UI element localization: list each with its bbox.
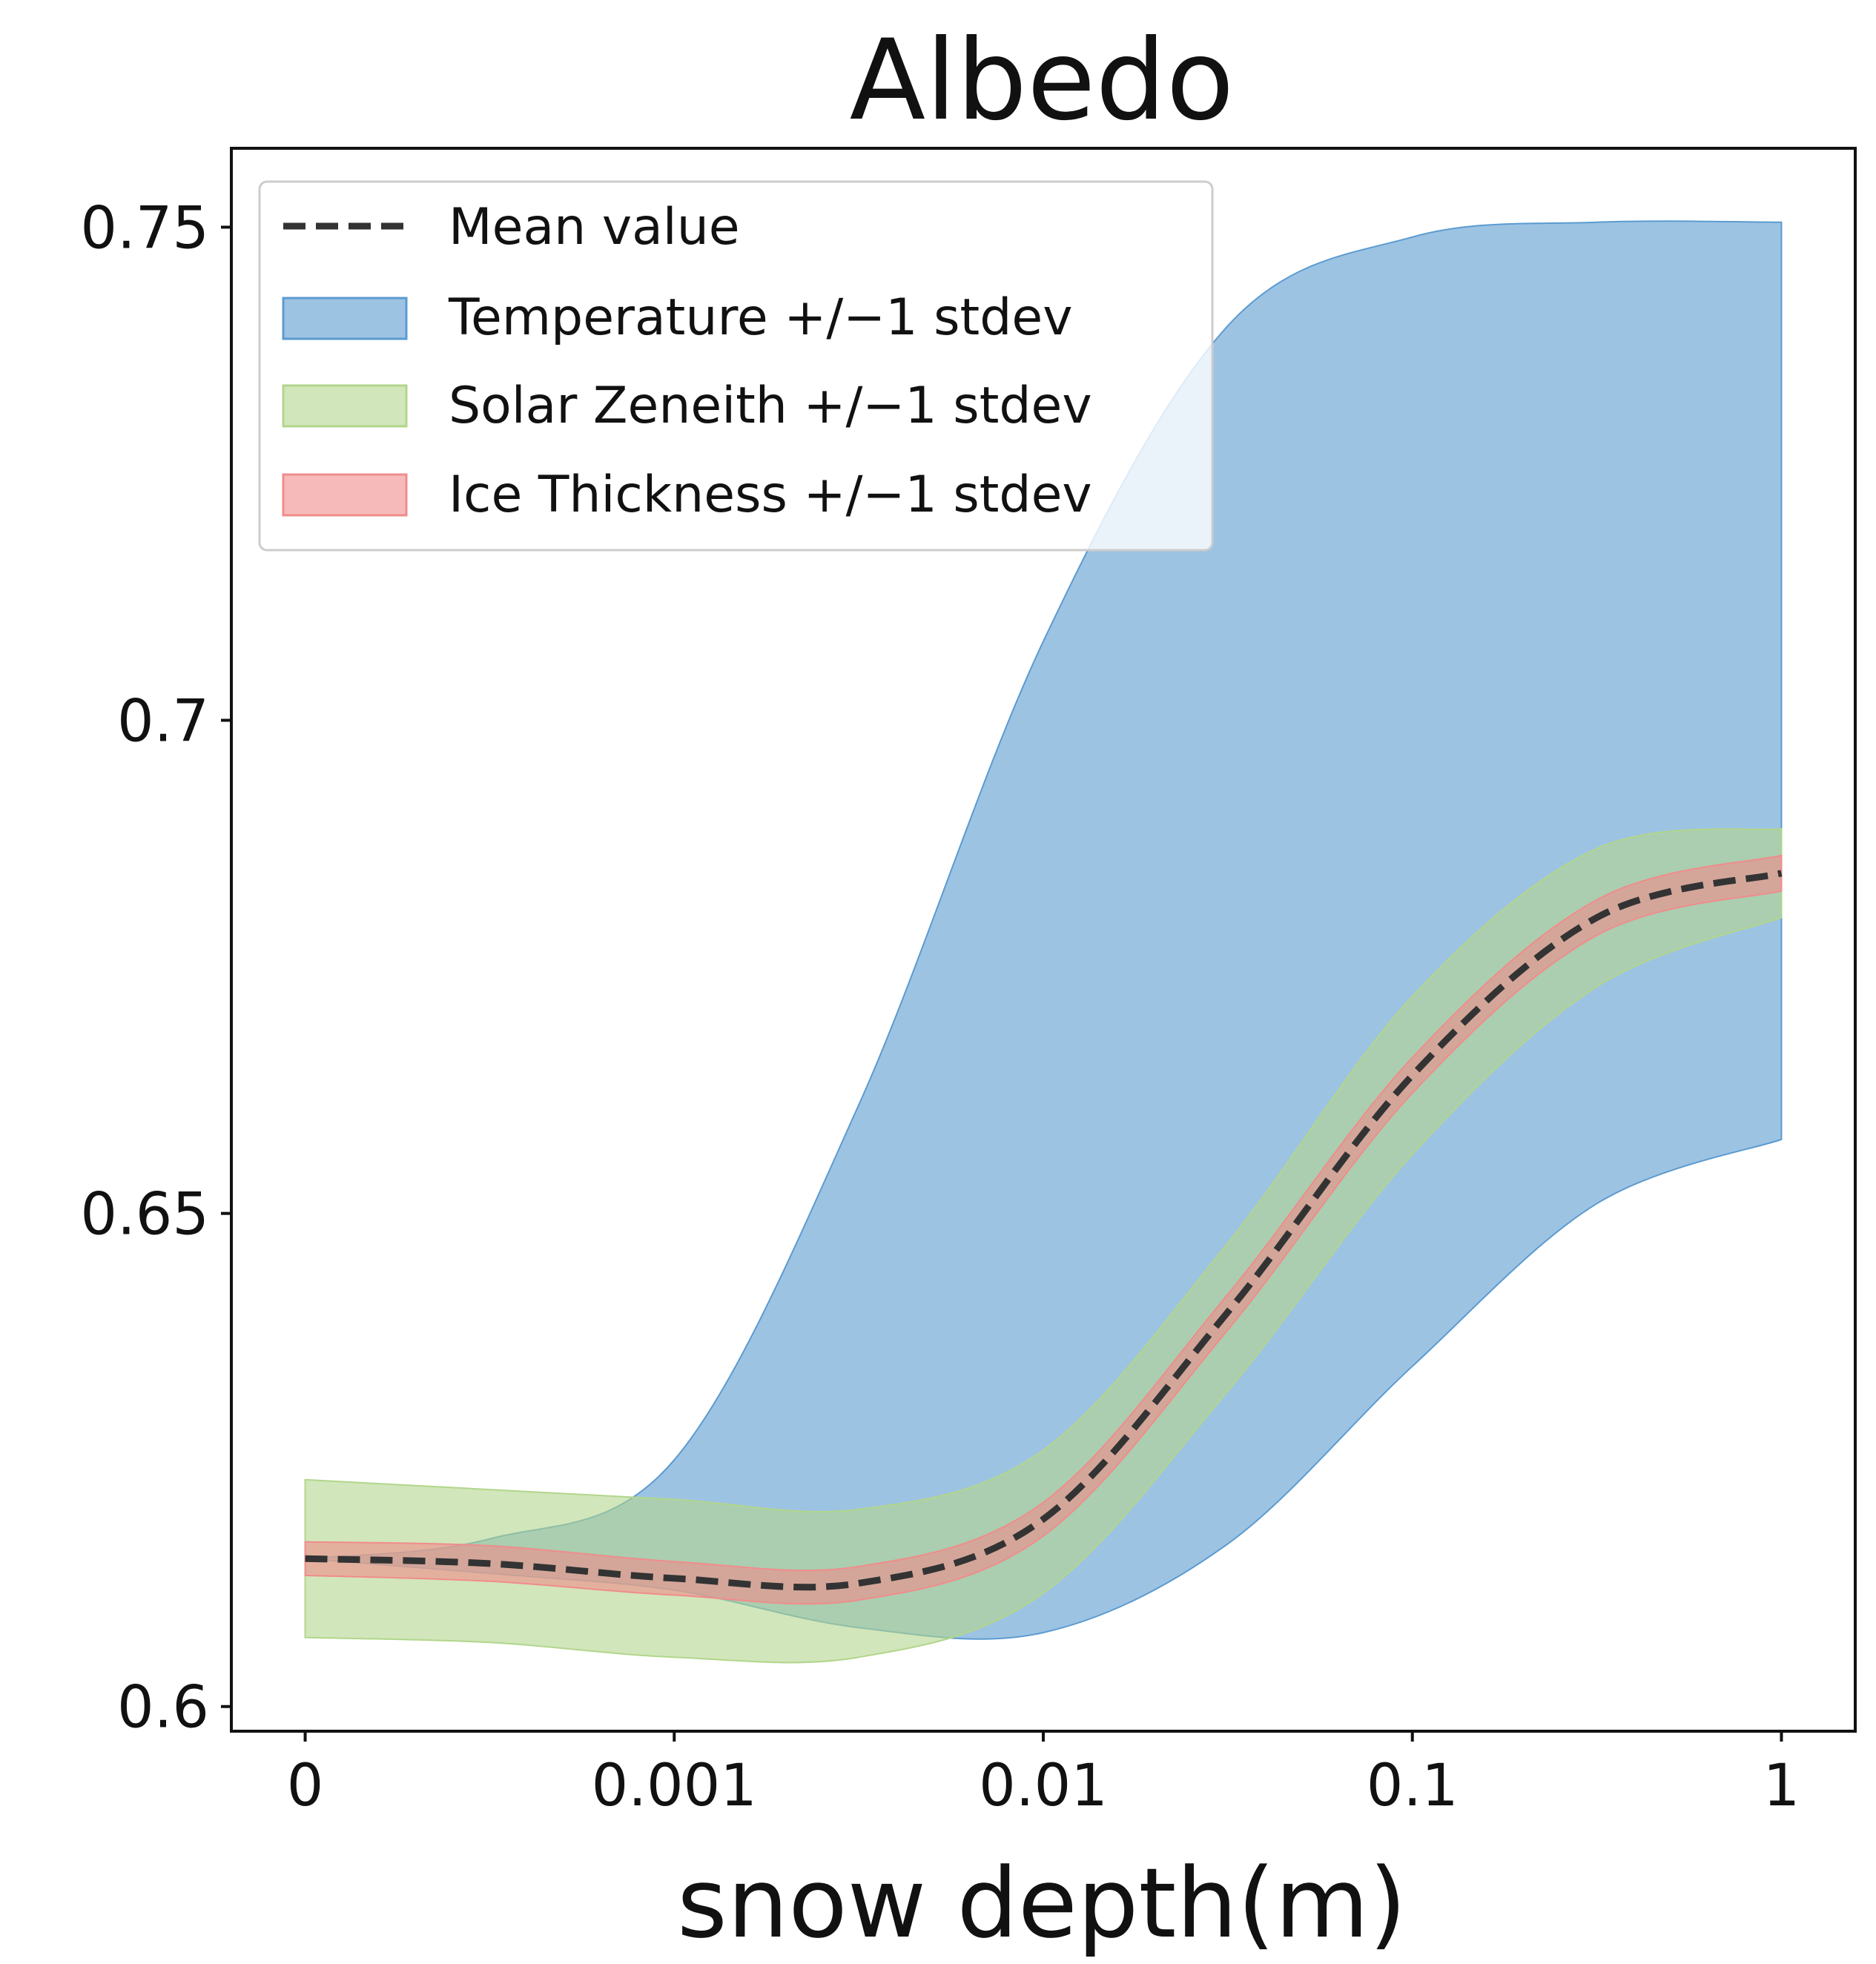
band-solar-zenith [304,827,1783,1664]
y-tick-label: 0.75 [80,195,209,262]
x-tick-label: 0 [287,1753,324,1819]
bands-layer [304,220,1783,1664]
y-axis: 0.6 0.65 0.7 0.75 [80,195,231,1742]
legend-swatch-ice-thickness [282,473,408,517]
legend: Mean value Temperature +/−1 stdev Solar … [258,180,1214,552]
legend-swatch-solar-zenith [282,384,408,428]
x-tick-label: 0.01 [979,1753,1108,1819]
legend-label-solar-zenith: Solar Zeneith +/−1 stdev [449,377,1092,435]
y-tick-label: 0.65 [80,1182,209,1249]
y-tick-label: 0.6 [117,1675,209,1742]
band-ice-thickness [304,854,1783,1605]
x-tick-label: 1 [1763,1753,1800,1819]
x-tick-label: 0.1 [1367,1753,1459,1819]
chart-title: Albedo [850,16,1235,145]
legend-label-ice-thickness: Ice Thickness +/−1 stdev [449,466,1092,524]
mean-line [305,870,1783,1591]
legend-label-temperature: Temperature +/−1 stdev [448,288,1072,347]
y-tick-label: 0.7 [117,689,209,755]
legend-box [258,180,1214,552]
x-tick-label: 0.001 [592,1753,757,1819]
legend-swatch-temperature [282,297,408,340]
mean-layer [305,870,1783,1591]
legend-label-mean: Mean value [449,198,740,257]
x-axis: 0 0.001 0.01 0.1 1 [287,1731,1800,1819]
x-axis-label: snow depth(m) [677,1847,1407,1960]
